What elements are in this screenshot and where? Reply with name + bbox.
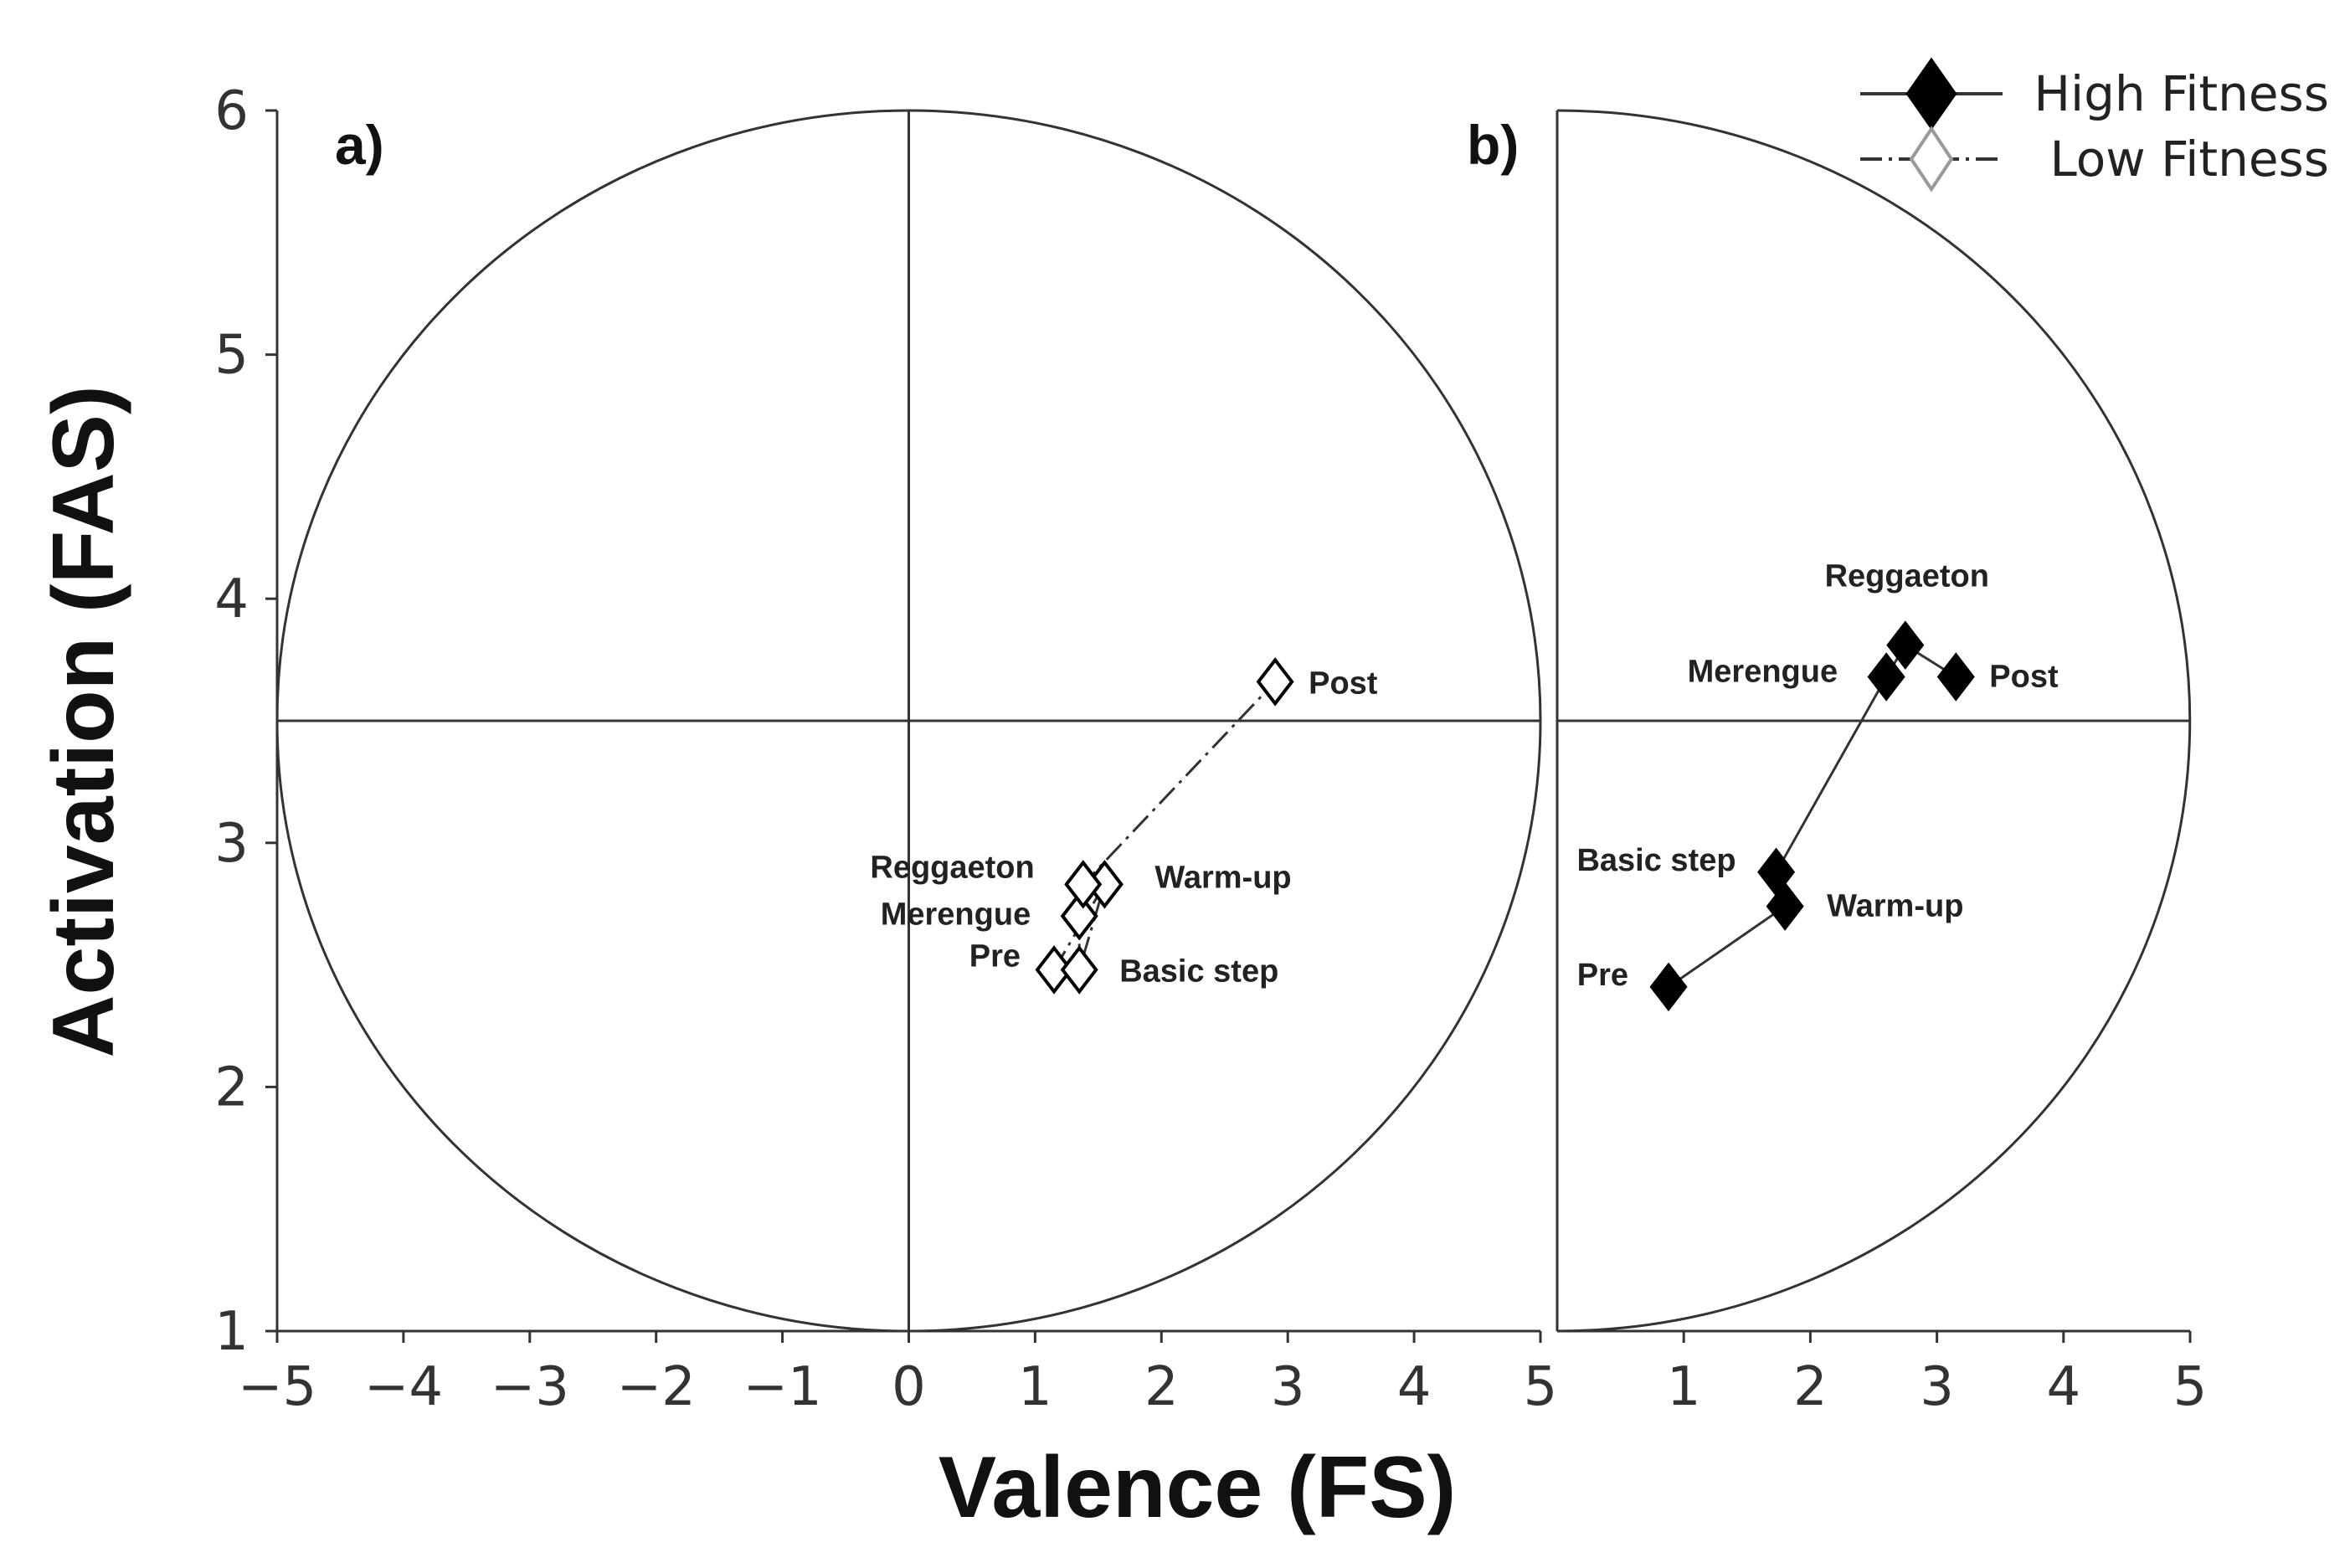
point-label: Post — [1989, 660, 2059, 695]
x-tick-label: 1 — [1018, 1356, 1052, 1418]
legend-open-diamond-icon — [1909, 126, 1954, 193]
x-tick-label: 0 — [892, 1356, 926, 1418]
x-tick-label: −1 — [743, 1356, 821, 1418]
data-point — [1256, 657, 1294, 707]
data-point — [1867, 652, 1905, 702]
x-tick-label: 4 — [2046, 1356, 2080, 1418]
x-tick-label: 3 — [1271, 1356, 1305, 1418]
panel-b: 1 2 3 4 5 b) Pre Warm-up Basic step Merengue Regga… — [1467, 109, 2208, 1418]
series-line — [1052, 681, 1277, 971]
point-label: Reggaeton — [1825, 559, 1989, 594]
y-tick-label: 4 — [214, 568, 249, 630]
x-tick-label: 2 — [1144, 1356, 1179, 1418]
data-point — [1060, 945, 1098, 995]
panel-label: a) — [335, 114, 384, 176]
data-point — [1649, 962, 1688, 1012]
data-point — [1035, 945, 1073, 995]
y-tick-label: 3 — [214, 813, 249, 875]
point-label: Merengue — [1688, 655, 1838, 690]
legend-label: Low Fitness — [2049, 131, 2329, 188]
data-point — [1936, 652, 1975, 702]
point-label: Post — [1309, 666, 1378, 701]
data-point — [1886, 620, 1925, 670]
legend-label: High Fitness — [2034, 65, 2329, 122]
x-tick-label: −5 — [238, 1356, 316, 1418]
data-point — [1064, 860, 1103, 909]
data-point — [1060, 891, 1098, 941]
x-tick-label: 4 — [1397, 1356, 1432, 1418]
point-label: Reggaeton — [870, 850, 1034, 885]
y-axis-title: Activation (FAS) — [35, 385, 132, 1057]
y-tick-label: 6 — [214, 80, 249, 142]
point-label: Basic step — [1576, 843, 1736, 878]
data-point — [1757, 847, 1796, 897]
axis-titles: Valence (FS) Activation (FAS) — [35, 385, 1456, 1536]
series-line — [1668, 643, 1957, 989]
point-label: Warm-up — [1827, 889, 1963, 924]
y-tick-label: 1 — [214, 1301, 249, 1363]
y-tick-label: 2 — [214, 1056, 249, 1118]
x-axis-title: Valence (FS) — [938, 1439, 1456, 1536]
x-tick-label: 3 — [1920, 1356, 1954, 1418]
x-tick-label: −3 — [491, 1356, 569, 1418]
point-label: Pre — [969, 938, 1021, 974]
x-tick-label: 2 — [1793, 1356, 1828, 1418]
x-tick-label: −2 — [617, 1356, 696, 1418]
y-tick-label: 5 — [214, 325, 249, 387]
x-tick-label: 5 — [1524, 1356, 1558, 1418]
panel-a: −5 −4 −3 −2 −1 0 1 2 3 4 5 1 2 3 4 5 6 a) Pre Warm-up Basic … — [214, 80, 1557, 1418]
legend-filled-diamond-icon — [1905, 57, 1957, 131]
x-tick-label: −4 — [364, 1356, 443, 1418]
x-tick-label: 1 — [1667, 1356, 1701, 1418]
point-label: Warm-up — [1154, 860, 1291, 895]
point-label: Pre — [1577, 958, 1628, 993]
panel-label: b) — [1467, 114, 1519, 176]
x-tick-label: 5 — [2173, 1356, 2208, 1418]
legend: High Fitness Low Fitness — [1860, 57, 2329, 193]
point-label: Merengue — [881, 897, 1031, 932]
point-label: Basic step — [1119, 954, 1278, 989]
